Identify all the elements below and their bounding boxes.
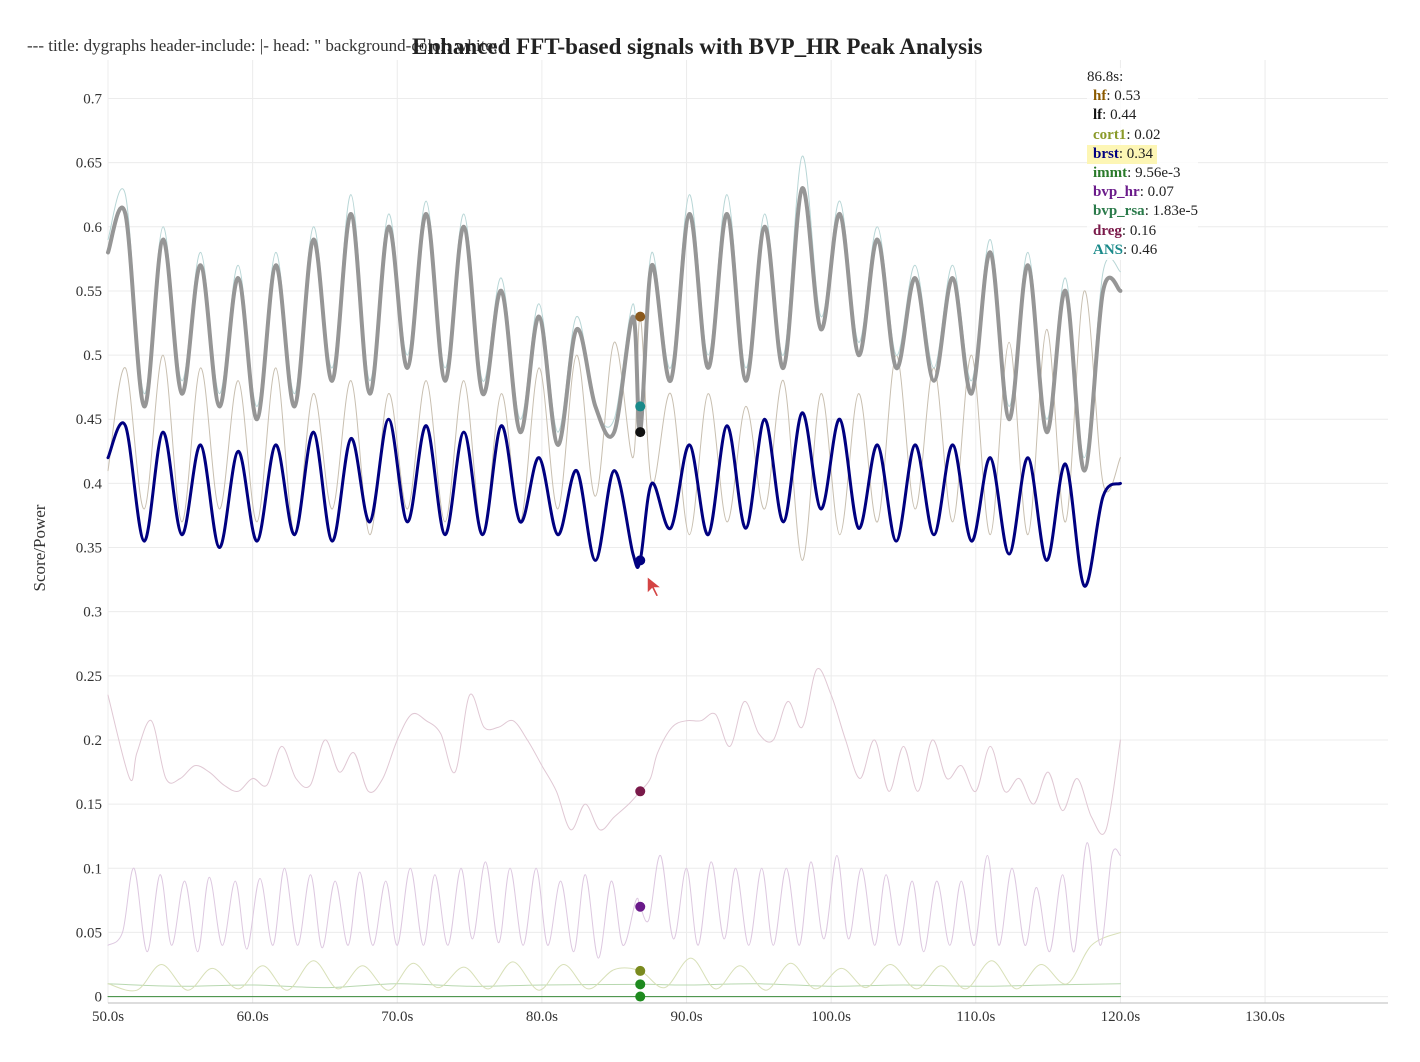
legend-series-value: 0.44 xyxy=(1110,107,1137,124)
highlight-points xyxy=(635,311,646,1002)
x-tick-label: 110.0s xyxy=(956,1009,995,1025)
series-line-hf xyxy=(107,290,1121,561)
y-tick-label: 0.15 xyxy=(76,797,102,813)
legend-series-name: immt xyxy=(1093,165,1128,182)
legend-series-name: dreg xyxy=(1093,222,1122,239)
legend-item-hf: hf: 0.53 xyxy=(1093,88,1141,105)
y-tick-label: 0.4 xyxy=(83,476,102,492)
y-tick-label: 0.65 xyxy=(76,156,102,172)
legend-series-value: 9.56e-3 xyxy=(1135,165,1181,182)
legend-series-value: 0.46 xyxy=(1130,241,1158,258)
legend: 86.8s: hf: 0.53 lf: 0.44 cort1: 0.02 brst: … xyxy=(1087,68,1199,261)
legend-series-name: ANS xyxy=(1093,241,1124,258)
legend-rows: hf: 0.53 lf: 0.44 cort1: 0.02 brst: 0.34 imm… xyxy=(1087,87,1198,260)
legend-item-cort1: cort1: 0.02 xyxy=(1093,126,1161,143)
y-tick-label: 0.2 xyxy=(83,733,102,749)
legend-item-dreg: dreg: 0.16 xyxy=(1093,222,1157,239)
x-tick-label: 90.0s xyxy=(670,1009,702,1025)
x-axis-ticks: 50.0s 60.0s 70.0s 80.0s 90.0s 100.0s 110.0s 120… xyxy=(92,1009,1285,1025)
x-tick-label: 50.0s xyxy=(92,1009,124,1025)
highlight-point-brst xyxy=(635,555,646,566)
y-tick-label: 0.45 xyxy=(76,412,102,428)
x-tick-label: 130.0s xyxy=(1245,1009,1285,1025)
y-tick-label: 0.7 xyxy=(83,91,102,107)
legend-series-value: 0.02 xyxy=(1134,126,1161,143)
y-tick-label: 0.35 xyxy=(76,541,102,557)
highlight-point-ans xyxy=(635,401,646,412)
legend-time: 86.8s: xyxy=(1087,69,1124,85)
y-axis-ticks: 0 0.05 0.1 0.15 0.2 0.25 0.3 0.35 0.4 0.45 0.5 0.55… xyxy=(76,91,103,1005)
y-tick-label: 0.05 xyxy=(76,925,102,941)
highlight-point-lf xyxy=(635,427,646,438)
series-line-brst xyxy=(106,411,1122,588)
legend-series-name: lf xyxy=(1093,107,1103,124)
y-tick-label: 0.55 xyxy=(76,284,102,300)
x-tick-label: 60.0s xyxy=(237,1009,269,1025)
legend-item-brst: brst: 0.34 xyxy=(1087,144,1158,165)
legend-series-value: 0.34 xyxy=(1126,145,1154,162)
legend-item-lf: lf: 0.44 xyxy=(1093,107,1137,124)
legend-series-name: brst xyxy=(1093,145,1119,162)
legend-item-immt: immt: 9.56e-3 xyxy=(1093,165,1181,182)
highlight-point-immt xyxy=(635,979,646,990)
x-tick-label: 70.0s xyxy=(381,1009,413,1025)
y-tick-label: 0.6 xyxy=(83,220,102,236)
y-tick-label: 0.5 xyxy=(83,348,102,364)
highlight-point-bvp-rsa xyxy=(635,991,646,1002)
legend-series-name: hf xyxy=(1093,88,1107,105)
highlight-point-hf xyxy=(635,311,646,322)
legend-series-name: cort1 xyxy=(1093,126,1127,143)
legend-series-value: 0.53 xyxy=(1114,88,1141,105)
header-include-text: --- title: dygraphs header-include: |- h… xyxy=(27,36,509,55)
x-tick-label: 120.0s xyxy=(1101,1009,1141,1025)
legend-series-value: 1.83e-5 xyxy=(1152,203,1199,220)
series-lines xyxy=(106,155,1123,998)
legend-series-name: bvp_rsa xyxy=(1093,203,1145,220)
highlight-point-dreg xyxy=(635,786,646,797)
highlight-point-bvp-hr xyxy=(635,901,646,912)
legend-series-value: 0.07 xyxy=(1147,184,1174,201)
y-tick-label: 0.1 xyxy=(83,861,102,877)
y-tick-label: 0.3 xyxy=(83,605,102,621)
legend-series-name: bvp_hr xyxy=(1093,184,1140,201)
legend-item-bvp-rsa: bvp_rsa: 1.83e-5 xyxy=(1093,203,1199,220)
y-tick-label: 0.25 xyxy=(76,669,102,685)
series-line-dreg xyxy=(107,667,1121,835)
series-line-cort1 xyxy=(107,931,1121,992)
chart-title: Enhanced FFT-based signals with BVP_HR P… xyxy=(412,34,983,59)
legend-item-bvp-hr: bvp_hr: 0.07 xyxy=(1093,184,1174,201)
x-tick-label: 100.0s xyxy=(811,1009,851,1025)
series-line-bvp-hr xyxy=(107,842,1121,959)
legend-series-value: 0.16 xyxy=(1129,222,1157,239)
highlight-point-cort1 xyxy=(635,965,646,976)
legend-item-ans: ANS: 0.46 xyxy=(1093,241,1158,258)
series-line-lf xyxy=(106,186,1123,473)
y-tick-label: 0 xyxy=(95,990,103,1006)
x-tick-label: 80.0s xyxy=(526,1009,558,1025)
mouse-cursor-icon xyxy=(646,574,665,598)
